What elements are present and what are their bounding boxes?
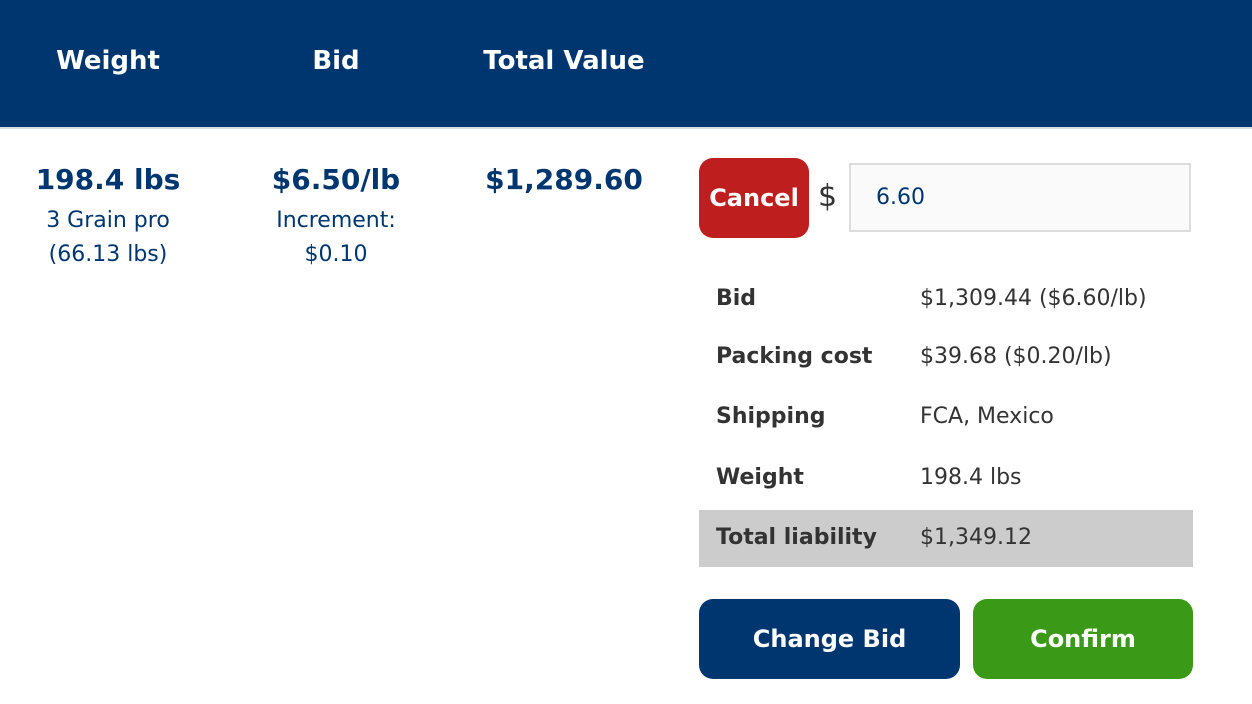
header-bid: Bid [312,46,360,76]
total-row-background [699,510,1193,567]
summary-label: Bid [716,286,757,311]
bid-input[interactable]: 6.60 [849,163,1191,232]
bid-detail: Increment: [276,208,396,233]
bid-value: $6.50/lb [271,163,401,196]
currency-symbol: $ [818,179,838,214]
bid-input-value: 6.60 [876,185,925,210]
bid-detail: $0.10 [304,242,368,267]
summary-label: Total liability [716,525,877,550]
summary-value: 198.4 lbs [920,465,1022,490]
summary-value: $39.68 ($0.20/lb) [920,344,1112,369]
cancel-button[interactable]: Cancel [699,158,809,238]
summary-value: $1,309.44 ($6.60/lb) [920,286,1147,311]
header-total-value: Total Value [483,46,645,76]
summary-value: FCA, Mexico [920,404,1054,429]
summary-label: Shipping [716,404,826,429]
weight-detail: 3 Grain pro [46,208,170,233]
total-value: $1,289.60 [485,163,643,196]
change-bid-button[interactable]: Change Bid [699,599,960,679]
header-weight: Weight [56,46,160,76]
summary-value: $1,349.12 [920,525,1032,550]
weight-value: 198.4 lbs [35,163,181,196]
confirm-button[interactable]: Confirm [973,599,1193,679]
weight-detail: (66.13 lbs) [48,242,168,267]
summary-label: Packing cost [716,344,873,369]
table-header: Weight Bid Total Value [0,0,1252,129]
summary-label: Weight [716,465,804,490]
